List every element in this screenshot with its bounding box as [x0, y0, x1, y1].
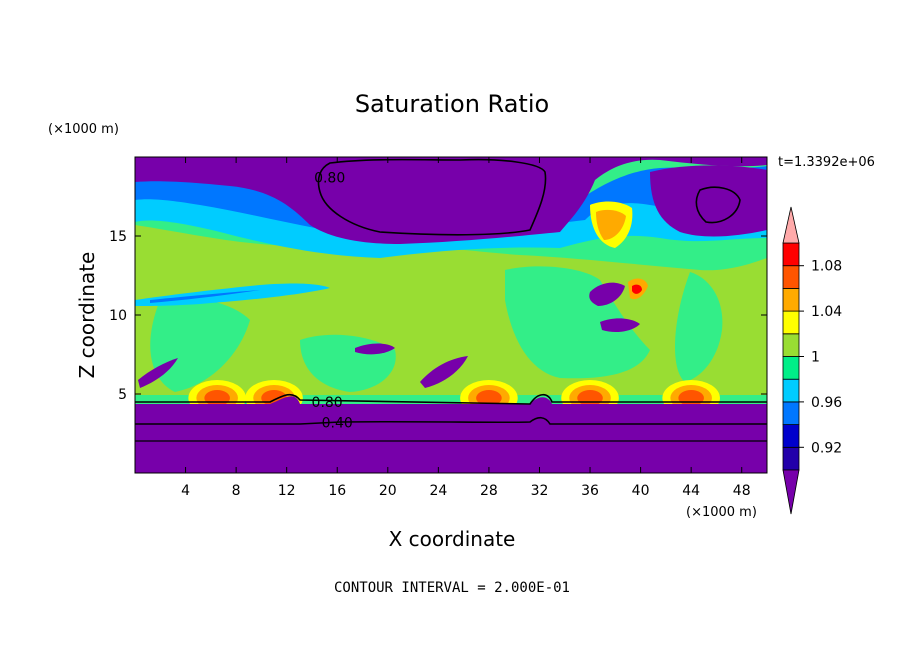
y-axis-ticks: 5 10 15	[109, 229, 767, 403]
field-dry-pocket-d	[420, 356, 468, 388]
y-tick-label: 10	[109, 308, 127, 324]
x-unit-label: (×1000 m)	[686, 505, 757, 520]
field-cloud-top-orange	[596, 209, 626, 240]
field-streak-cyan	[135, 283, 330, 306]
y-axis-label: Z coordinate	[75, 252, 99, 379]
colorbar-segment	[782, 333, 800, 357]
contour-line-upper	[317, 158, 547, 236]
colorbar-under-arrow	[782, 469, 800, 515]
field-moist-patch-a	[505, 266, 650, 379]
y-tick-label: 15	[109, 229, 127, 245]
field-lower-dry-layer	[135, 396, 767, 473]
cloud-base-dome	[678, 390, 704, 406]
x-tick-label: 32	[531, 483, 549, 499]
colorbar-segment	[782, 446, 800, 471]
x-tick-label: 16	[328, 483, 346, 499]
time-label: t=1.3392e+06	[778, 155, 875, 170]
x-tick-label: 4	[181, 483, 190, 499]
x-tick-label: 44	[682, 483, 700, 499]
contour-line-cloud-base	[135, 393, 767, 405]
y-tick-label: 5	[118, 387, 127, 403]
cloud-base-dome	[476, 390, 502, 406]
cloud-base-dome	[204, 390, 230, 406]
contour-line-upper-patch	[695, 186, 741, 224]
x-tick-label: 24	[429, 483, 447, 499]
colorbar-segment	[782, 424, 800, 448]
x-tick-label: 28	[480, 483, 498, 499]
colorbar-over-arrow	[782, 206, 800, 244]
colorbar-tick-label: 0.92	[811, 440, 842, 456]
colorbar: 0.92 0.96 1 1.04 1.08	[782, 206, 842, 515]
x-tick-label: 12	[278, 483, 296, 499]
y-unit-label: (×1000 m)	[48, 122, 119, 137]
colorbar-segment	[782, 310, 800, 335]
field-dry-pocket-b	[600, 318, 640, 332]
contour-label: 0.40	[322, 415, 353, 431]
field-upper-dry-layer	[135, 157, 767, 244]
colorbar-segment	[782, 356, 800, 380]
saturation-field: 0.80 0.80 0.40	[135, 157, 767, 473]
colorbar-tick-label: 1.04	[811, 304, 842, 320]
field-upper-dry-patch	[650, 165, 767, 237]
x-tick-label: 48	[733, 483, 751, 499]
colorbar-tick-label: 1	[811, 350, 820, 366]
x-tick-label: 8	[232, 483, 241, 499]
colorbar-segment	[782, 287, 800, 312]
field-streak-blue	[150, 290, 260, 303]
contour-label: 0.80	[312, 395, 343, 411]
colorbar-tick-label: 1.08	[811, 259, 842, 275]
contour-interval-footer: CONTOUR INTERVAL = 2.000E-01	[334, 580, 570, 596]
x-axis-ticks: 4 8 12 16 20 24 28 32 36 40 44 48	[181, 157, 751, 499]
field-dry-pocket-e	[138, 358, 178, 388]
contour-label: 0.80	[314, 171, 345, 187]
field-dry-pocket-a	[589, 282, 625, 306]
colorbar-segment	[782, 242, 800, 267]
x-tick-label: 20	[379, 483, 397, 499]
colorbar-segment	[782, 378, 800, 403]
field-cloud-red-a	[632, 284, 642, 294]
contour-labels: 0.80 0.80 0.40	[312, 171, 353, 432]
field-moist-patch-c	[150, 298, 250, 392]
x-tick-label: 36	[581, 483, 599, 499]
field-dry-pocket-c	[355, 343, 395, 355]
x-tick-label: 40	[632, 483, 650, 499]
colorbar-tick-label: 0.96	[811, 395, 842, 411]
chart-title: Saturation Ratio	[355, 90, 549, 118]
field-moist-patch-b	[674, 272, 723, 382]
contour-line-080	[135, 416, 767, 425]
x-axis-label: X coordinate	[389, 527, 516, 551]
colorbar-segment	[782, 401, 800, 425]
colorbar-segment	[782, 265, 800, 289]
cloud-base-dome	[577, 390, 603, 406]
